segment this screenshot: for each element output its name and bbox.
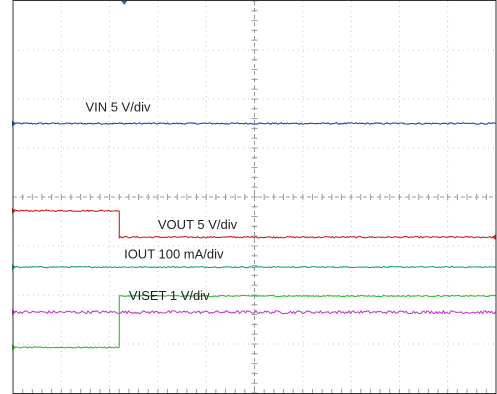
trigger-position-marker — [121, 1, 128, 5]
trace-series-3 — [12, 309, 497, 315]
graticule — [12, 0, 497, 394]
trace-series-1 — [12, 209, 497, 239]
trace-label-vout: VOUT 5 V/div — [158, 217, 238, 232]
trace-labels: VIN 5 V/div VOUT 5 V/div IOUT 100 mA/div… — [85, 99, 237, 303]
traces — [12, 122, 497, 349]
trace-series-4 — [12, 294, 497, 349]
trace-label-iout: IOUT 100 mA/div — [124, 246, 224, 261]
trace-label-vin: VIN 5 V/div — [85, 99, 151, 114]
trace-series-0 — [12, 122, 497, 125]
trigger-level-marker — [492, 234, 496, 241]
trace-series-2 — [12, 265, 497, 269]
trace-label-viset: VISET 1 V/div — [129, 288, 210, 303]
